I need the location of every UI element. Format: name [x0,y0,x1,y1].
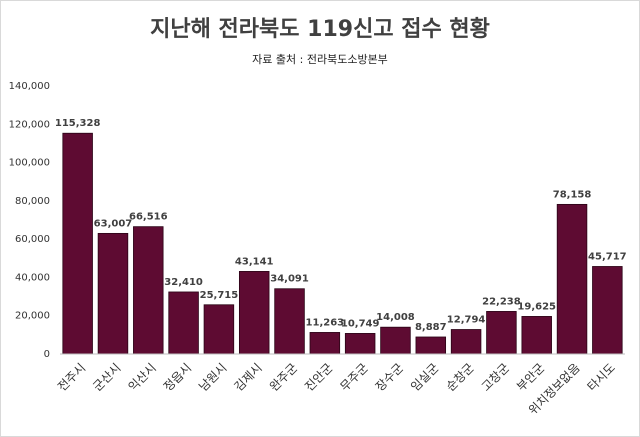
bar [203,304,235,355]
bar [97,232,129,355]
y-tick-label: 100,000 [9,158,50,169]
bar [309,332,341,355]
value-label: 10,749 [341,318,380,329]
bar [415,336,447,355]
bar [486,311,517,355]
bar [133,226,164,355]
y-tick-label: 120,000 [9,119,50,130]
bar [380,326,411,355]
value-label: 115,328 [55,118,101,129]
value-label: 22,238 [482,296,521,307]
value-label: 14,008 [376,312,415,323]
value-label: 19,625 [517,301,556,312]
bar [450,329,482,355]
value-label: 63,007 [94,218,133,229]
value-label: 43,141 [235,256,274,267]
y-tick-label: 0 [44,349,50,360]
value-label: 8,887 [415,322,447,333]
bar [344,333,376,355]
bar [521,316,552,355]
chart-title: 지난해 전라북도 119신고 접수 현황 [150,17,490,42]
bar [592,266,623,355]
value-label: 34,091 [270,274,309,285]
bar [168,291,199,355]
value-label: 25,715 [200,290,239,301]
bar [238,271,270,355]
value-label: 66,516 [129,212,168,223]
bar [556,203,588,355]
value-label: 78,158 [553,189,592,200]
chart-subtitle: 자료 출처 : 전라북도소방본부 [252,53,388,66]
value-label: 11,263 [306,317,345,328]
y-tick-label: 40,000 [15,272,50,283]
bar [62,132,93,355]
bar [274,288,305,355]
y-tick-label: 80,000 [15,196,50,207]
value-label: 32,410 [164,277,203,288]
y-tick-label: 140,000 [9,81,50,92]
value-label: 45,717 [588,251,627,262]
y-tick-label: 20,000 [15,311,50,322]
value-label: 12,794 [447,315,486,326]
y-tick-label: 60,000 [15,234,50,245]
